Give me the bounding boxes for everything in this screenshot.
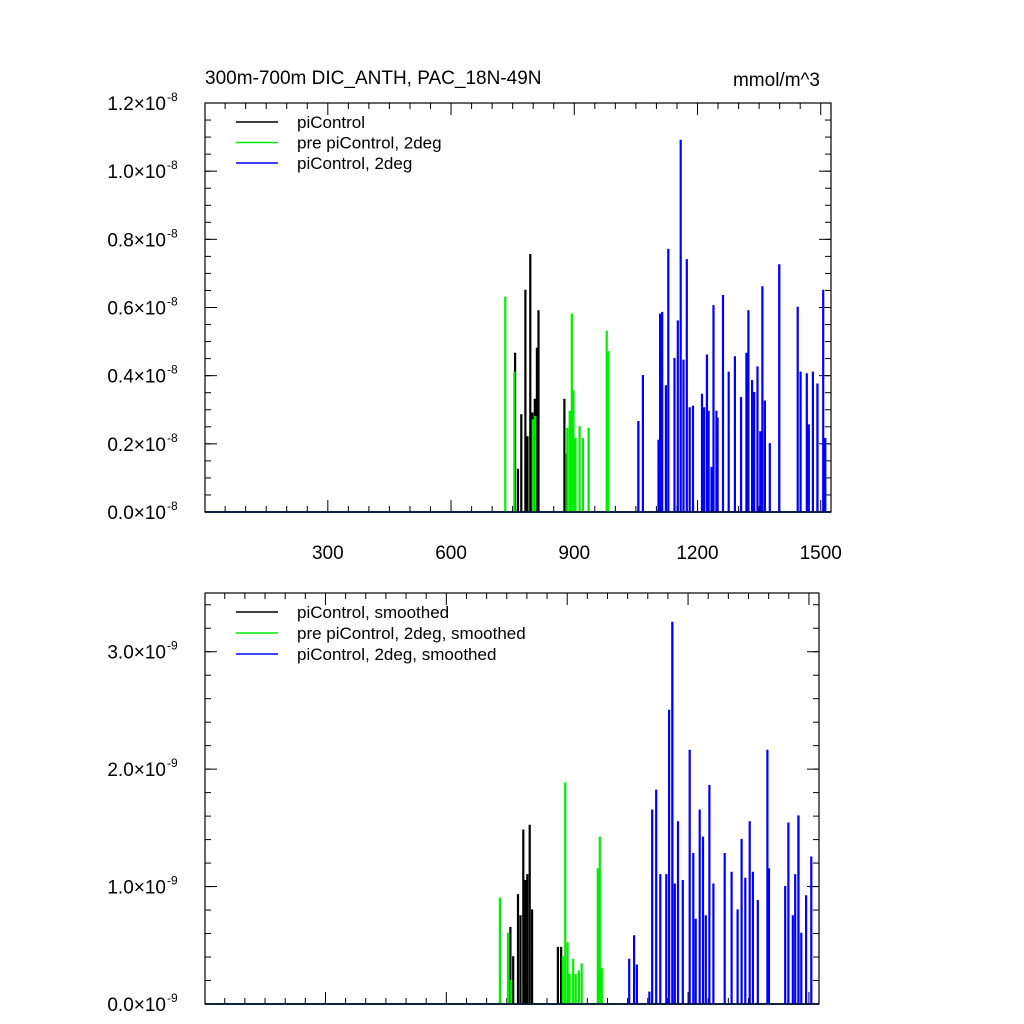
top-y-tick-exponent: -8 — [167, 363, 178, 377]
top-x-tick-label: 300 — [312, 543, 344, 564]
top-y-tick-label: 0.8×10 — [107, 230, 166, 251]
bottom-series-line-1 — [205, 782, 819, 1005]
top-legend-label-1: pre piControl, 2deg — [297, 134, 442, 153]
top-y-tick-exponent: -8 — [167, 295, 178, 309]
top-chart-title: 300m-700m DIC_ANTH, PAC_18N-49N — [205, 68, 542, 89]
top-y-tick-exponent: -8 — [167, 431, 178, 445]
bottom-axes-ticks: 0.0×10 -91.0×10 -92.0×10 -93.0×10 -9 — [107, 593, 819, 1016]
top-legend-label-2: piControl, 2deg — [297, 154, 412, 173]
top-y-tick-exponent: -8 — [167, 499, 178, 513]
top-chart-units: mmol/m^3 — [733, 70, 820, 91]
top-y-tick-label: 0.6×10 — [107, 299, 166, 320]
top-x-tick-label: 600 — [435, 543, 467, 564]
top-y-tick-exponent: -8 — [167, 226, 178, 240]
bottom-legend-label-0: piControl, smoothed — [297, 603, 449, 622]
top-y-tick-exponent: -8 — [167, 158, 178, 172]
bottom-y-tick-label: 2.0×10 — [107, 760, 166, 781]
bottom-y-tick-label: 1.0×10 — [107, 878, 166, 899]
bottom-y-tick-exponent: -9 — [167, 874, 178, 888]
bottom-legend: piControl, smoothed pre piControl, 2deg, … — [236, 603, 526, 664]
top-series-line-0 — [205, 254, 831, 513]
top-legend-label-0: piControl — [297, 113, 365, 132]
top-y-tick-exponent: -8 — [167, 90, 178, 104]
bottom-series-group — [205, 621, 819, 1005]
top-x-tick-label: 1500 — [800, 543, 842, 564]
top-y-tick-label: 1.0×10 — [107, 162, 166, 183]
top-y-tick-label: 0.2×10 — [107, 435, 166, 456]
bottom-y-tick-label: 0.0×10 — [107, 995, 166, 1016]
top-series-group — [205, 139, 831, 513]
bottom-y-tick-exponent: -9 — [167, 991, 178, 1005]
bottom-plot-frame — [204, 592, 820, 1005]
top-series-line-2 — [205, 139, 831, 513]
bottom-series-line-0 — [205, 824, 819, 1005]
top-y-tick-label: 0.0×10 — [107, 503, 166, 524]
bottom-legend-label-1: pre piControl, 2deg, smoothed — [297, 624, 526, 643]
top-x-tick-label: 900 — [558, 543, 590, 564]
top-x-tick-label: 1200 — [676, 543, 718, 564]
bottom-y-tick-label: 3.0×10 — [107, 643, 166, 664]
top-panel: 300m-700m DIC_ANTH, PAC_18N-49N mmol/m^3… — [107, 68, 842, 564]
top-plot-frame — [204, 102, 832, 513]
bottom-panel: 0.0×10 -91.0×10 -92.0×10 -93.0×10 -9 piContr… — [107, 592, 820, 1016]
bottom-legend-label-2: piControl, 2deg, smoothed — [297, 645, 496, 664]
bottom-y-tick-exponent: -9 — [167, 639, 178, 653]
bottom-y-tick-exponent: -9 — [167, 756, 178, 770]
top-y-tick-label: 1.2×10 — [107, 94, 166, 115]
bottom-series-line-2 — [205, 621, 819, 1005]
top-y-tick-label: 0.4×10 — [107, 367, 166, 388]
